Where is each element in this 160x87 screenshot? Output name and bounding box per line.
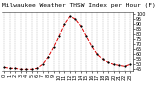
- Text: Milwaukee Weather THSW Index per Hour (F) (Last 24 Hours): Milwaukee Weather THSW Index per Hour (F…: [2, 3, 160, 8]
